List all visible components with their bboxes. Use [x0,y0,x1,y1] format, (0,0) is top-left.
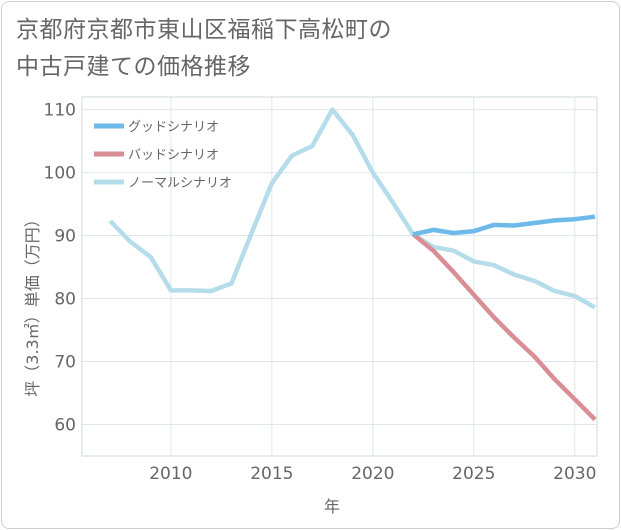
x-tick-label: 2030 [553,464,596,484]
series-line-1 [411,232,597,422]
series-lines [108,107,597,422]
chart-title-line-1: 京都府京都市東山区福稲下高松町の [16,17,392,43]
y-tick-label: 70 [54,353,76,373]
y-tick-label: 90 [54,227,76,247]
x-tick-label: 2025 [452,464,495,484]
series-line-2 [108,107,597,310]
legend-label: ノーマルシナリオ [128,176,232,191]
chart-title: 京都府京都市東山区福稲下高松町の 中古戸建ての価格推移 [16,12,392,86]
x-tick-label: 2015 [250,464,293,484]
plot-frame [81,96,598,457]
y-tick-label: 60 [54,416,76,436]
x-tick-label: 2020 [351,464,394,484]
series-line-0 [412,214,596,237]
y-tick-label: 110 [44,101,76,121]
y-tick-label: 80 [54,290,76,310]
legend-label: グッドシナリオ [128,120,219,135]
legend-label: バッドシナリオ [128,148,219,163]
y-tick-label: 100 [44,164,76,184]
grid-lines [82,97,597,456]
x-tick-label: 2010 [149,464,192,484]
x-axis-ticks: 2010 2015 2020 2025 2030 [149,464,596,484]
plot-border [81,96,598,457]
x-axis-label: 年 [324,497,340,516]
chart-title-line-2: 中古戸建ての価格推移 [16,54,251,80]
y-axis-ticks: 60 70 80 90 100 110 [44,101,76,436]
y-axis-label: 坪（3.3㎡）単価（万円） [23,211,42,396]
